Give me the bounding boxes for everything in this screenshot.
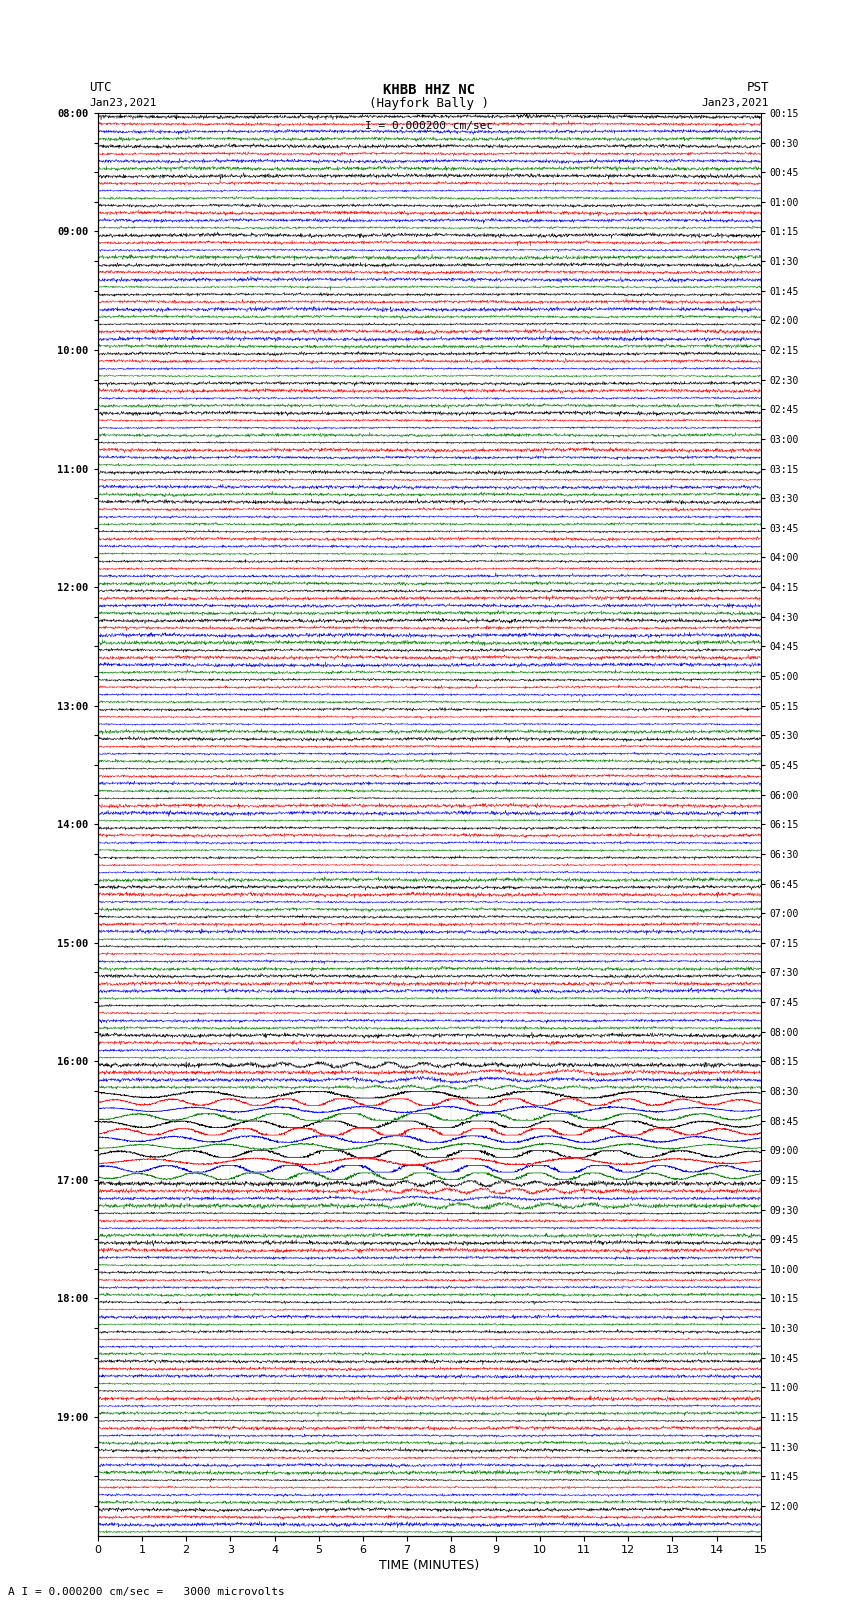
Text: Jan23,2021: Jan23,2021 [702,98,769,108]
Text: Jan23,2021: Jan23,2021 [89,98,156,108]
X-axis label: TIME (MINUTES): TIME (MINUTES) [379,1560,479,1573]
Text: A I = 0.000200 cm/sec =   3000 microvolts: A I = 0.000200 cm/sec = 3000 microvolts [8,1587,286,1597]
Text: KHBB HHZ NC: KHBB HHZ NC [383,82,475,97]
Text: PST: PST [747,81,769,94]
Text: I = 0.000200 cm/sec: I = 0.000200 cm/sec [366,121,493,131]
Text: (Hayfork Bally ): (Hayfork Bally ) [369,97,490,110]
Text: UTC: UTC [89,81,111,94]
